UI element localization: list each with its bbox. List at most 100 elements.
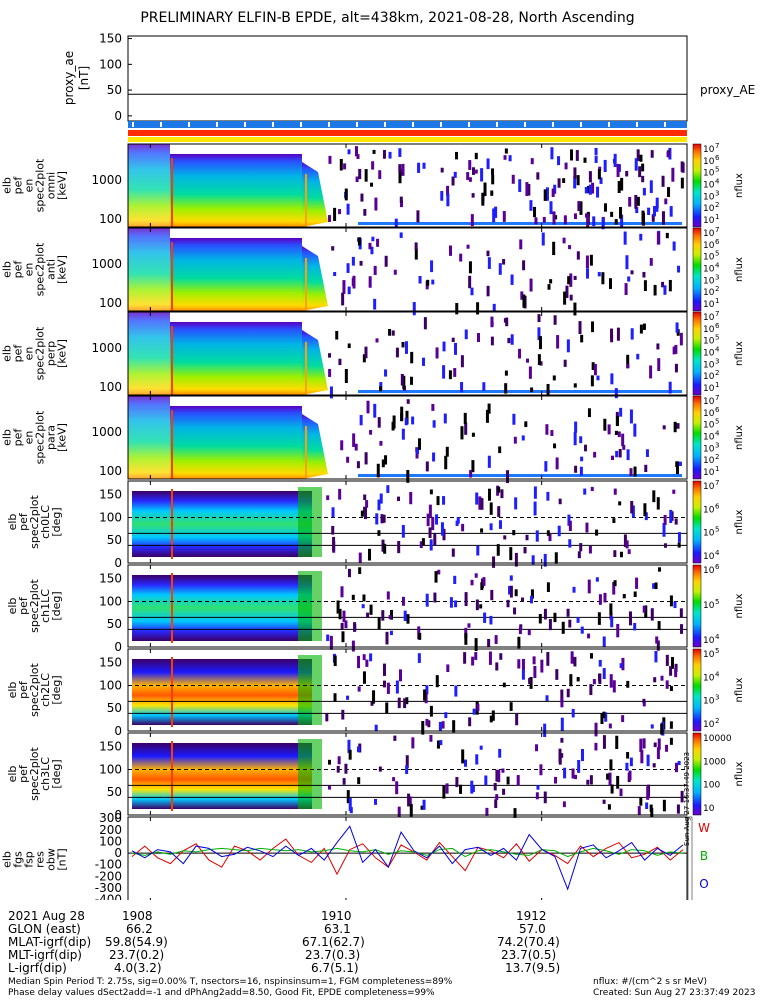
- data-pixel: [502, 788, 506, 795]
- footer-created: Created: Sun Aug 27 23:37:49 2023: [593, 988, 756, 998]
- spectrum-band: [128, 396, 170, 479]
- data-pixel: [649, 180, 653, 193]
- data-pixel: [610, 784, 614, 794]
- data-pixel: [518, 179, 522, 192]
- data-pixel: [329, 386, 333, 399]
- data-pixel: [579, 543, 583, 552]
- data-pixel: [656, 497, 660, 510]
- pitch-angle-spectrogram: [128, 739, 687, 811]
- data-pixel: [579, 466, 583, 476]
- ylabel-line: pef: [17, 680, 30, 699]
- data-pixel: [404, 417, 408, 426]
- data-pixel: [479, 745, 483, 750]
- data-pixel: [526, 358, 530, 363]
- data-pixel: [557, 178, 561, 188]
- data-pixel: [497, 769, 501, 783]
- data-pixel: [617, 181, 621, 193]
- data-pixel: [357, 655, 361, 669]
- data-pixel: [446, 185, 450, 197]
- data-pixel: [430, 260, 434, 273]
- date-label: 2021 Aug 28: [8, 909, 85, 923]
- data-pixel: [379, 382, 383, 391]
- data-pixel: [395, 347, 399, 358]
- ytick-label: 50: [107, 533, 122, 547]
- data-pixel: [626, 354, 630, 369]
- ylabel-line: spec2plot: [34, 158, 47, 212]
- data-pixel: [568, 520, 572, 532]
- data-pixel: [667, 187, 671, 197]
- cbar-exp: 7: [715, 226, 719, 234]
- ytick-label: 0: [114, 556, 122, 570]
- data-pixel: [454, 342, 458, 355]
- ytick-label: 100: [99, 57, 122, 71]
- data-pixel: [453, 171, 457, 178]
- cbar-label: nflux: [734, 761, 745, 786]
- colorbar-scale: [692, 564, 702, 648]
- data-pixel: [546, 582, 550, 593]
- data-pixel: [490, 321, 494, 326]
- data-pixel: [513, 436, 517, 444]
- data-pixel: [326, 495, 330, 501]
- data-pixel: [460, 426, 464, 440]
- data-pixel: [640, 749, 644, 764]
- ylabel-line: elb: [1, 345, 14, 362]
- data-pixel: [514, 497, 518, 510]
- data-pixel: [476, 703, 480, 712]
- cbar-tick: 1000: [703, 757, 726, 767]
- data-pixel: [445, 783, 449, 794]
- data-pixel: [624, 283, 628, 295]
- colorbar-scale: [692, 395, 702, 480]
- data-pixel: [529, 278, 533, 292]
- data-pixel: [645, 449, 649, 457]
- data-pixel: [536, 785, 540, 790]
- cbar-tick: 10: [703, 216, 715, 226]
- data-pixel: [630, 270, 634, 275]
- data-pixel: [649, 365, 653, 379]
- data-pixel: [642, 271, 646, 278]
- data-pixel: [587, 633, 591, 639]
- data-pixel: [442, 785, 446, 799]
- cbar-exp: 3: [715, 694, 719, 702]
- data-pixel: [652, 583, 656, 589]
- data-pixel: [656, 747, 660, 760]
- ylabel-line: elb: [6, 514, 19, 531]
- data-pixel: [637, 806, 641, 816]
- data-pixel: [679, 332, 683, 346]
- data-pixel: [543, 791, 547, 804]
- data-pixel: [564, 162, 568, 170]
- data-pixel: [499, 653, 503, 660]
- data-pixel: [363, 494, 367, 501]
- data-pixel: [468, 261, 472, 274]
- data-pixel: [478, 496, 482, 510]
- data-pixel: [576, 617, 580, 623]
- data-pixel: [609, 612, 613, 620]
- data-pixel: [558, 757, 562, 765]
- ylabel-line: pef: [12, 344, 25, 363]
- data-pixel: [492, 303, 496, 313]
- data-pixel: [535, 792, 539, 800]
- data-pixel: [512, 413, 516, 425]
- data-pixel: [639, 233, 643, 241]
- cbar-tick: 10: [703, 456, 715, 466]
- data-pixel: [388, 328, 392, 336]
- data-pixel: [610, 373, 614, 385]
- data-pixel: [504, 148, 508, 154]
- data-pixel: [429, 489, 433, 495]
- data-pixel: [560, 737, 564, 743]
- data-pixel: [340, 440, 344, 451]
- data-pixel: [470, 214, 474, 227]
- ytick-label: 100: [99, 510, 122, 524]
- data-pixel: [475, 492, 479, 505]
- data-pixel: [577, 759, 581, 773]
- data-pixel: [366, 612, 370, 618]
- data-pixel: [333, 655, 337, 667]
- data-pixel: [385, 702, 389, 714]
- cbar-tick: 10: [703, 421, 715, 431]
- data-pixel: [558, 748, 562, 763]
- data-pixel: [509, 702, 513, 711]
- data-pixel: [558, 498, 562, 505]
- data-pixel: [626, 364, 630, 369]
- pitch-angle-spectrogram: [128, 655, 687, 727]
